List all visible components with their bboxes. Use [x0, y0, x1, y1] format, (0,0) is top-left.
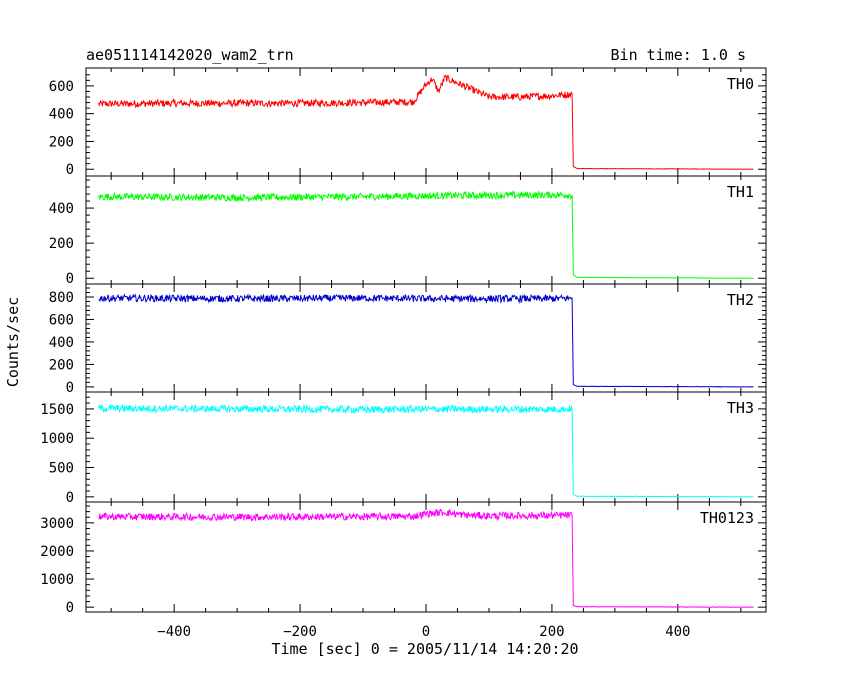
- y-tick-label-TH0123: 2000: [40, 544, 74, 560]
- x-axis-label: Time [sec] 0 = 2005/11/14 14:20:20: [271, 640, 578, 658]
- y-tick-label-TH0123: 1000: [40, 572, 74, 588]
- y-tick-label-TH0: 400: [49, 107, 74, 123]
- series-line-TH0123: [98, 508, 754, 608]
- chart-title: ae051114142020_wam2_trn: [86, 46, 294, 64]
- y-tick-label-TH1: 200: [49, 236, 74, 252]
- x-tick-label: 200: [539, 624, 564, 640]
- y-tick-label-TH3: 500: [49, 461, 74, 477]
- panel-frame-TH1: [85, 175, 767, 285]
- y-tick-label-TH3: 1000: [40, 431, 74, 447]
- y-tick-label-TH0: 200: [49, 134, 74, 150]
- y-tick-label-TH1: 400: [49, 201, 74, 217]
- y-tick-label-TH2: 200: [49, 357, 74, 373]
- y-tick-label-TH3: 1500: [40, 402, 74, 418]
- series-line-TH1: [98, 190, 754, 279]
- series-line-TH3: [98, 403, 754, 498]
- y-tick-label-TH3: 0: [66, 490, 74, 506]
- series-label-TH0123: TH0123: [700, 509, 754, 527]
- y-tick-label-TH0123: 3000: [40, 516, 74, 532]
- x-tick-label: −400: [157, 624, 191, 640]
- y-tick-label-TH2: 800: [49, 290, 74, 306]
- y-tick-label-TH2: 600: [49, 312, 74, 328]
- y-axis-label: Counts/sec: [4, 297, 22, 387]
- y-tick-label-TH0123: 0: [66, 600, 74, 616]
- panels: 0 200 400 600 TH0 0 200 400 TH1 0 200 400 600 800 TH2 0…: [40, 67, 767, 640]
- y-tick-label-TH1: 0: [66, 271, 74, 287]
- series-line-TH2: [98, 293, 754, 388]
- y-tick-label-TH0: 600: [49, 79, 74, 95]
- series-line-TH0: [98, 74, 754, 170]
- x-tick-label: 400: [665, 624, 690, 640]
- y-tick-label-TH2: 0: [66, 380, 74, 396]
- x-tick-label: −200: [283, 624, 317, 640]
- y-tick-label-TH0: 0: [66, 162, 74, 178]
- x-tick-label: 0: [422, 624, 430, 640]
- series-label-TH1: TH1: [727, 183, 754, 201]
- series-label-TH0: TH0: [727, 75, 754, 93]
- series-label-TH2: TH2: [727, 291, 754, 309]
- bin-time-label: Bin time: 1.0 s: [611, 46, 746, 64]
- y-tick-label-TH2: 400: [49, 335, 74, 351]
- series-label-TH3: TH3: [727, 399, 754, 417]
